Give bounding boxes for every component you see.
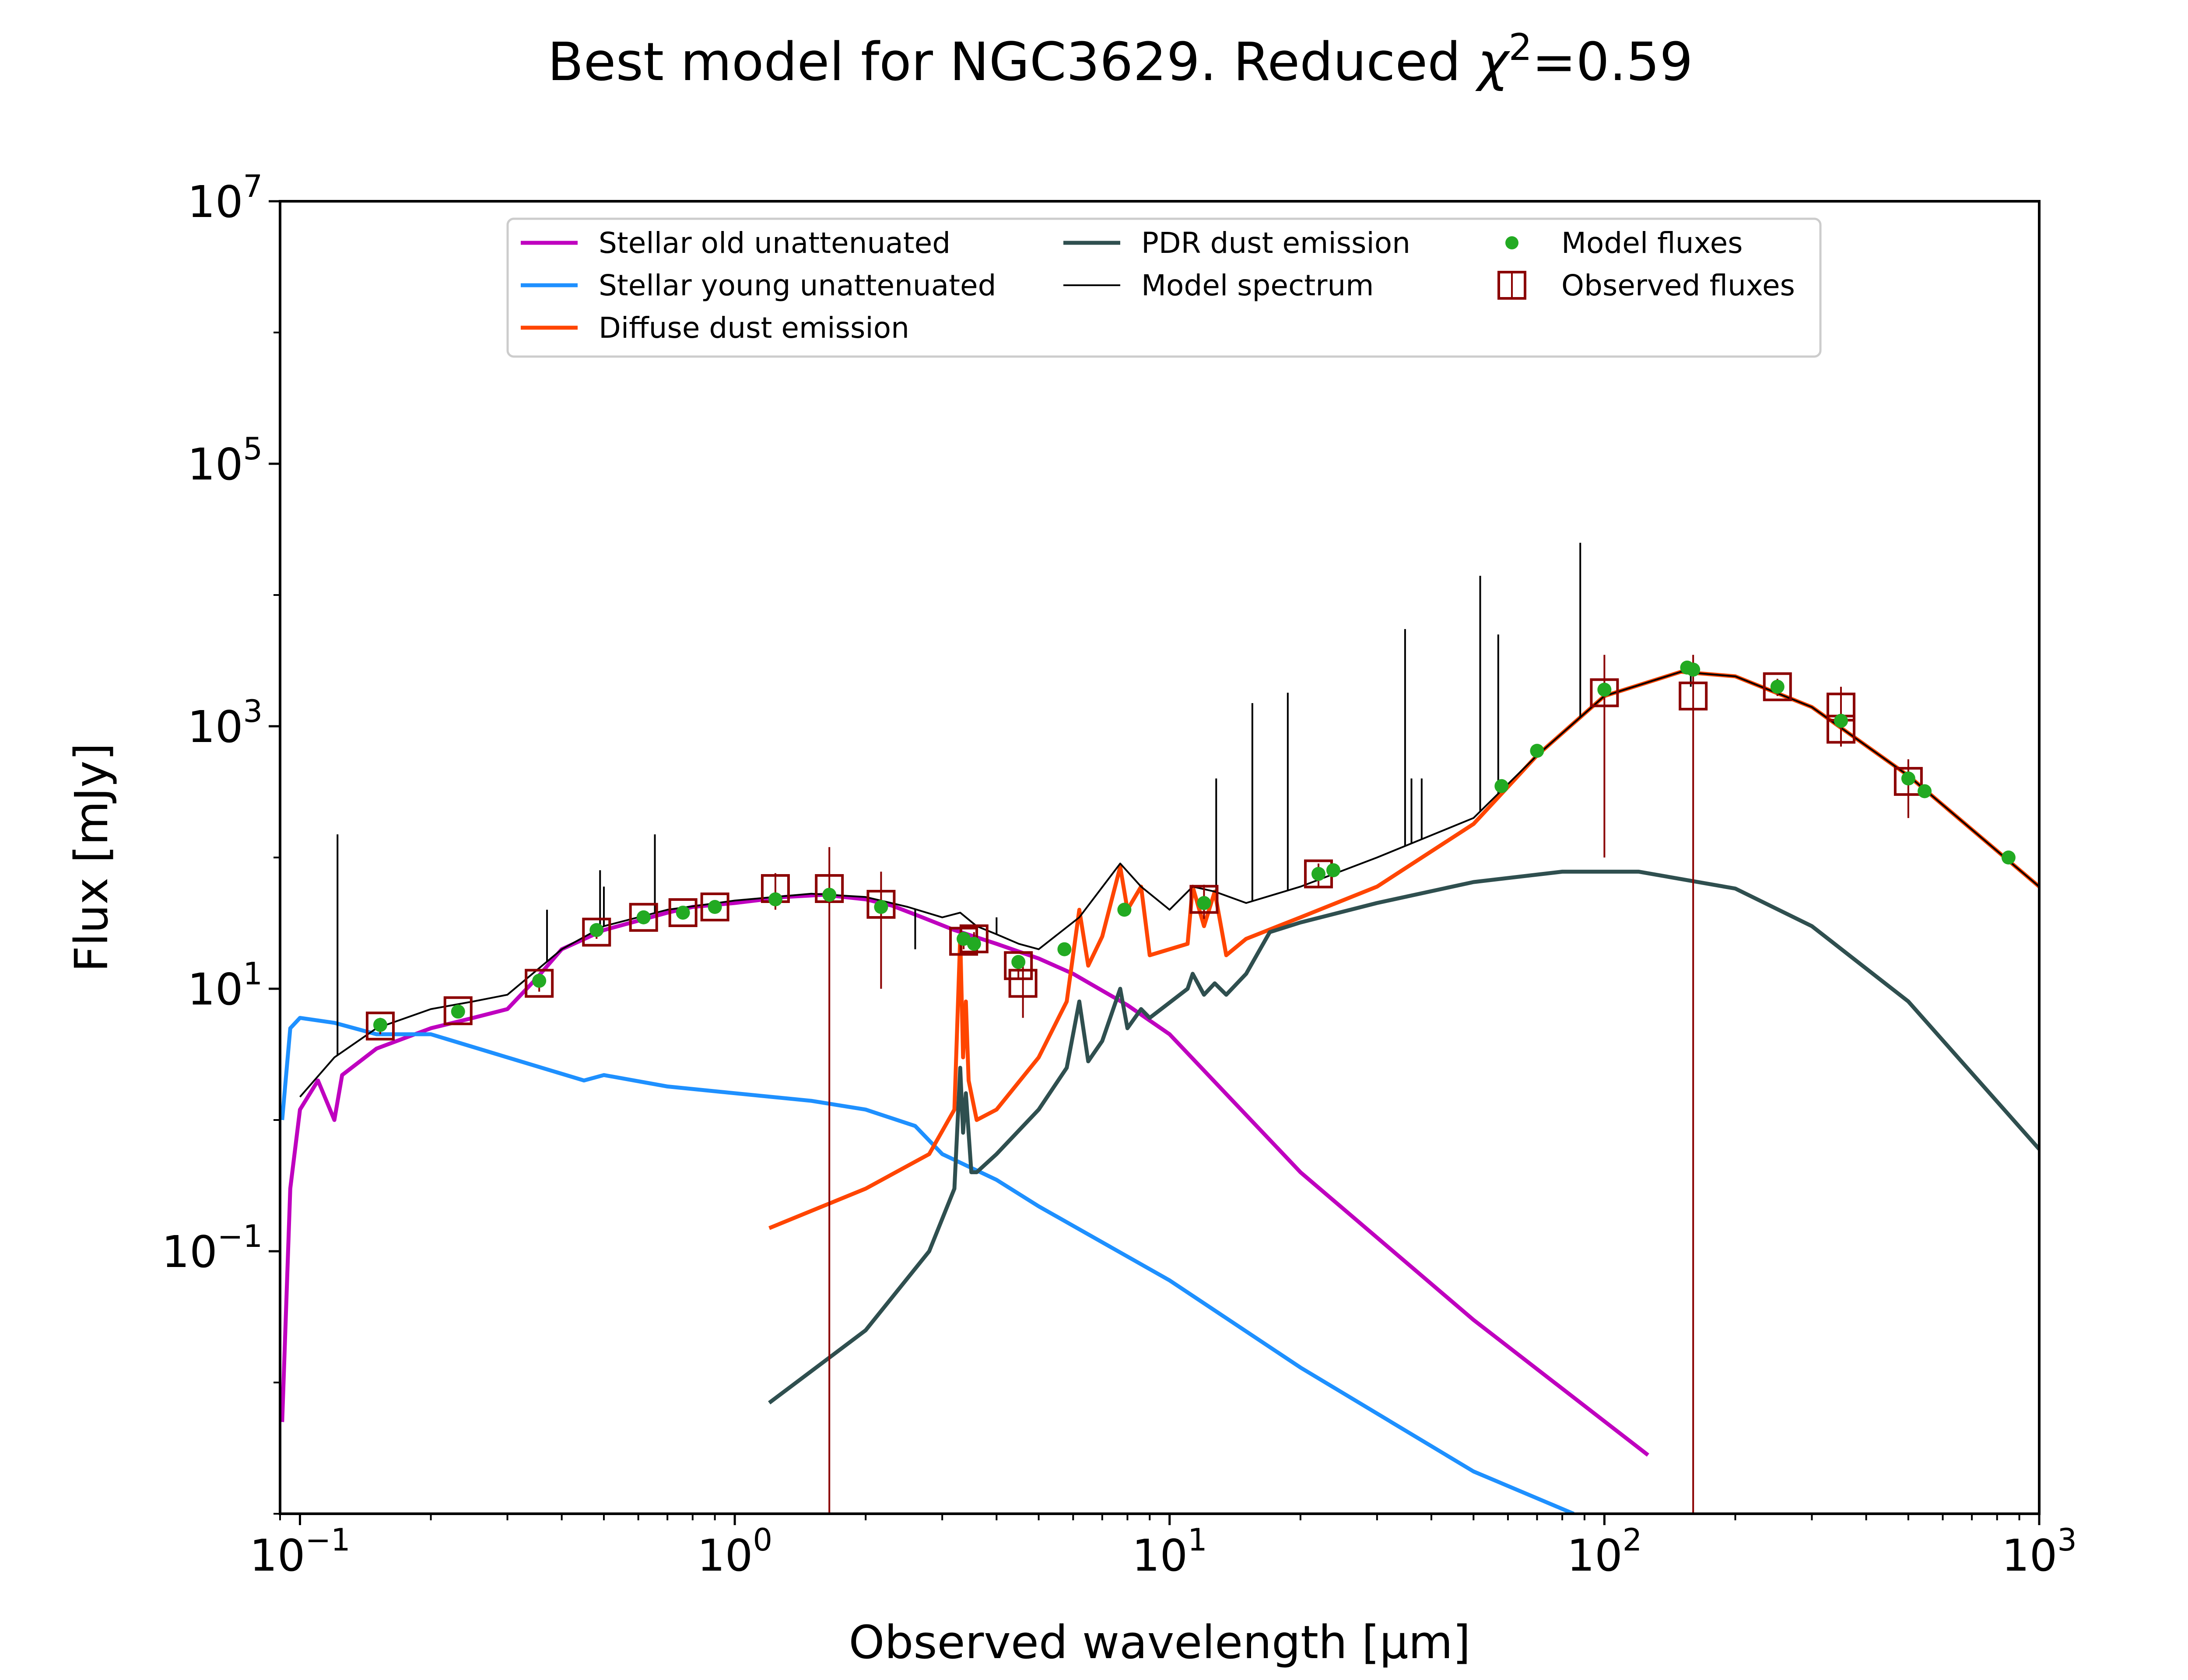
model-flux-point: [708, 900, 722, 914]
legend-swatch: [1505, 236, 1518, 249]
y-tick-label: 105: [187, 431, 263, 490]
x-tick-label: 10−1: [249, 1522, 350, 1581]
observed-flux-marker: [1590, 678, 1619, 707]
series-line-stellar-young-unattenuated: [280, 1016, 1574, 1514]
model-flux-point: [768, 892, 782, 906]
legend-entry-model-fluxes: Model fluxes: [1505, 226, 1743, 260]
observed-flux-marker: [629, 903, 658, 932]
x-tick-label: 102: [1567, 1522, 1642, 1581]
observed-flux-marker: [1008, 969, 1038, 998]
y-tick-label: 103: [187, 693, 263, 752]
legend: Stellar old unattenuated Stellar young un…: [506, 217, 1822, 358]
model-flux-point: [2001, 850, 2016, 864]
legend-label: Observed fluxes: [1561, 269, 1795, 302]
observed-flux-marker: [525, 969, 554, 998]
legend-entry-stellar-old-unattenuated: Stellar old unattenuated: [521, 226, 950, 260]
legend-label: Model spectrum: [1141, 269, 1374, 302]
legend-label: Stellar young unattenuated: [599, 269, 996, 302]
observed-flux-marker: [443, 996, 473, 1026]
model-flux-point: [1117, 903, 1132, 917]
model-flux-point: [373, 1018, 387, 1032]
model-flux-point: [1901, 771, 1915, 786]
legend-label: Diffuse dust emission: [599, 311, 909, 345]
model-flux-point: [1597, 682, 1612, 697]
observed-flux-marker: [1763, 672, 1792, 701]
observed-flux-marker: [1893, 767, 1923, 796]
y-tick-label: 107: [187, 168, 263, 228]
observed-flux-marker: [866, 889, 896, 919]
x-axis-label: Observed wavelength [μm]: [849, 1616, 1471, 1669]
model-flux-point: [822, 888, 837, 902]
x-tick-label: 100: [697, 1522, 772, 1581]
model-flux-point: [589, 923, 604, 937]
model-flux-point: [1770, 679, 1785, 694]
observed-flux-marker: [1004, 951, 1033, 980]
legend-label: Model fluxes: [1561, 226, 1743, 260]
observed-flux-marker: [582, 917, 611, 947]
x-tick-label: 103: [2002, 1522, 2077, 1581]
plot-area: 10−1 100 101 102 103 10−1 101 103 105 107: [162, 168, 2077, 1581]
y-axis-label: Flux [mJy]: [65, 743, 118, 972]
legend-entry-diffuse-dust-emission: Diffuse dust emission: [521, 311, 909, 345]
series-line-pdr-dust-emission: [768, 869, 2039, 1405]
model-flux-point: [676, 906, 690, 920]
model-flux-point: [1311, 867, 1325, 881]
x-tick-label: 101: [1132, 1522, 1207, 1581]
model-flux-point: [1530, 744, 1544, 758]
legend-label: PDR dust emission: [1141, 226, 1410, 260]
model-flux-point: [1011, 955, 1026, 969]
observed-flux-marker: [365, 1012, 395, 1041]
model-flux-point: [1326, 863, 1340, 878]
legend-box: [506, 217, 1822, 358]
y-tick-label: 101: [187, 956, 263, 1015]
model-flux-point: [1918, 784, 1932, 798]
model-flux-point: [1494, 779, 1509, 793]
observed-flux-marker: [668, 898, 698, 928]
model-flux-point: [1057, 942, 1072, 956]
model-flux-point: [874, 900, 888, 914]
model-flux-point: [957, 931, 971, 946]
observed-flux-marker: [1189, 885, 1219, 914]
chart-title: Best model for NGC3629. Reduced χ2=0.59: [547, 26, 1693, 93]
legend-entry-stellar-young-unattenuated: Stellar young unattenuated: [521, 269, 996, 302]
legend-entry-pdr-dust-emission: PDR dust emission: [1063, 226, 1410, 260]
observed-flux-marker: [700, 892, 729, 922]
legend-label: Stellar old unattenuated: [599, 226, 950, 260]
legend-entry-observed-fluxes: Observed fluxes: [1497, 269, 1795, 302]
model-flux-point: [1197, 896, 1211, 910]
model-flux-point: [636, 910, 651, 924]
model-flux-point: [1834, 714, 1848, 728]
model-flux-point: [1686, 662, 1701, 677]
model-flux-point: [451, 1004, 465, 1019]
legend-entry-model-spectrum: Model spectrum: [1063, 269, 1374, 302]
series-line-model-spectrum: [299, 671, 2039, 1098]
model-flux-point: [967, 937, 981, 951]
observed-flux-marker: [1679, 681, 1708, 710]
model-flux-point: [532, 973, 547, 988]
y-tick-label: 10−1: [162, 1218, 263, 1278]
